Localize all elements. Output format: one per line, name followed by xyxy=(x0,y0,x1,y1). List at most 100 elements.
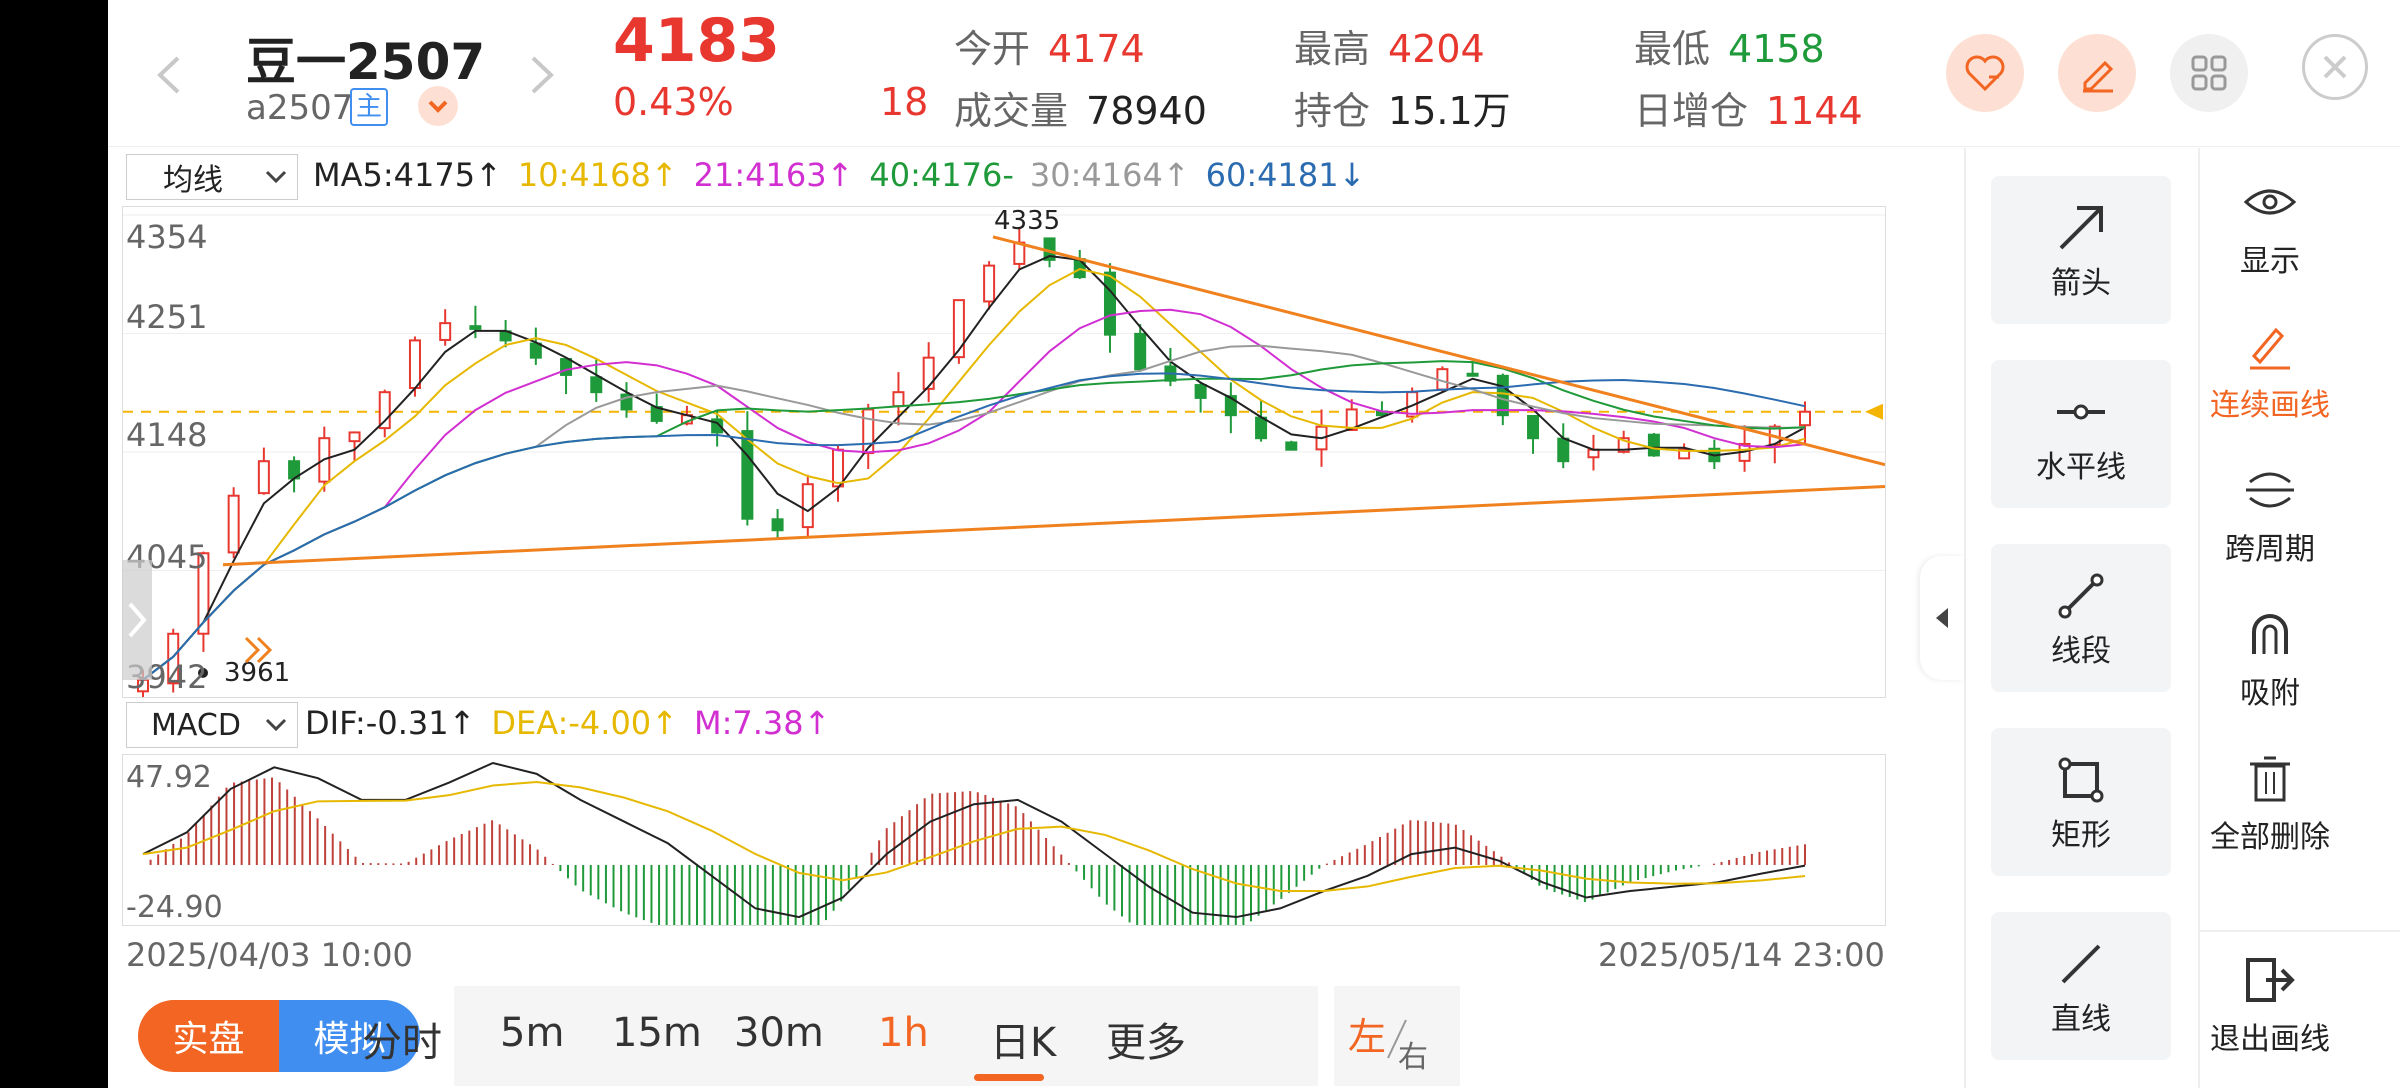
candle-body xyxy=(892,391,905,408)
snap-toggle[interactable]: 吸附 xyxy=(2180,604,2360,712)
candle-body xyxy=(1285,441,1298,451)
support-trendline xyxy=(222,485,1886,567)
sim-mode-button[interactable]: 模拟 xyxy=(279,1000,420,1072)
ma-value-0: MA5:4175↑ xyxy=(313,156,502,194)
ma-values: MA5:4175↑ 10:4168↑ 21:4163↑ 40:4176- 30:4164… xyxy=(313,156,1381,194)
candle-body xyxy=(801,483,814,529)
trough-dot xyxy=(198,667,208,678)
dea-line xyxy=(142,781,1806,892)
candle-body xyxy=(741,430,754,520)
candle-body xyxy=(1678,448,1691,460)
segment-tool[interactable]: 线段 xyxy=(1991,544,2171,692)
candlestick-chart[interactable] xyxy=(122,206,1886,703)
candle-body xyxy=(1617,437,1630,453)
delete-all-button[interactable]: 全部删除 xyxy=(2180,748,2360,856)
chevron-down-icon xyxy=(265,718,287,732)
symbol-title: 豆一2507 xyxy=(246,33,486,91)
collapse-panel-button[interactable] xyxy=(1920,556,1964,680)
candle-body xyxy=(1527,414,1540,440)
timeframe-3[interactable]: 30m xyxy=(734,1010,824,1056)
timeframe-0[interactable]: 分时 xyxy=(362,1020,442,1066)
side-menu-divider xyxy=(2198,148,2200,1088)
timeframe-4[interactable]: 1h xyxy=(878,1010,929,1056)
next-symbol-button[interactable] xyxy=(523,50,563,100)
timeframe-1[interactable]: 5m xyxy=(500,1010,565,1056)
volume-stat: 成交量 78940 xyxy=(954,89,1207,133)
symbol-code: a2507 xyxy=(246,88,354,128)
candle-body xyxy=(197,552,210,635)
close-icon xyxy=(2323,55,2347,79)
drawing-panel-divider xyxy=(1964,148,1966,1088)
side-menu-label: 跨周期 xyxy=(2225,532,2315,567)
candle-body xyxy=(1224,395,1237,417)
magnet-icon xyxy=(2252,614,2288,654)
symbol-dropdown-button[interactable] xyxy=(418,86,458,126)
chevron-left-icon xyxy=(157,56,180,94)
axis-left-label: 左 xyxy=(1348,1015,1387,1059)
horizontal-line-tool[interactable]: 水平线 xyxy=(1991,360,2171,508)
main-contract-badge: 主 xyxy=(350,88,389,126)
pen-line-icon xyxy=(2250,327,2290,370)
favorite-button[interactable] xyxy=(1946,34,2024,112)
candle-body xyxy=(1557,437,1570,463)
timeframe-2[interactable]: 15m xyxy=(612,1010,702,1056)
close-button[interactable] xyxy=(2302,34,2368,100)
dif-line xyxy=(142,761,1806,919)
trough-label: 3961 xyxy=(224,658,291,688)
axis-right-label: 右 xyxy=(1398,1040,1428,1075)
oi-change-stat: 日增仓 1144 xyxy=(1634,89,1863,133)
chevron-right-icon xyxy=(128,602,147,638)
candle-body xyxy=(469,325,482,330)
candle-body xyxy=(167,632,180,685)
rectangle-tool[interactable]: 矩形 xyxy=(1991,728,2171,876)
cross-period-toggle[interactable]: 跨周期 xyxy=(2180,460,2360,568)
tool-label: 水平线 xyxy=(2036,450,2126,485)
macd-chart[interactable] xyxy=(122,754,1886,973)
side-menu-label: 全部删除 xyxy=(2210,820,2330,855)
exit-drawing-button[interactable]: 退出画线 xyxy=(2180,950,2360,1058)
rectangle-icon xyxy=(2058,757,2104,803)
line-tool[interactable]: 直线 xyxy=(1991,912,2171,1060)
expand-left-handle[interactable] xyxy=(122,560,152,680)
draw-button[interactable] xyxy=(2058,34,2136,112)
start-date: 2025/04/03 10:00 xyxy=(126,936,413,974)
candle-body xyxy=(1134,332,1147,371)
exit-icon xyxy=(2246,958,2295,1002)
price-chart-svg xyxy=(123,214,1886,703)
macd-dif: DIF:-0.31↑ xyxy=(305,704,476,742)
display-toggle[interactable]: 显示 xyxy=(2180,172,2360,280)
tool-label: 矩形 xyxy=(2051,818,2111,853)
candle-body xyxy=(590,376,603,394)
real-mode-button[interactable]: 实盘 xyxy=(138,1000,279,1072)
macd-selector[interactable]: MACD xyxy=(126,702,298,748)
ma-selector[interactable]: 均线 xyxy=(126,154,298,200)
timeframe-5[interactable]: 日K xyxy=(990,1020,1057,1066)
last-price-marker xyxy=(1865,403,1883,420)
axis-side-toggle[interactable]: 左 右 xyxy=(1334,986,1460,1086)
continuous-draw-toggle[interactable]: 连续画线 xyxy=(2180,316,2360,424)
prev-symbol-button[interactable] xyxy=(148,50,188,100)
macd-m: M:7.38↑ xyxy=(693,704,831,742)
candle-body xyxy=(227,494,240,554)
candle-body xyxy=(1496,374,1509,417)
heart-list-icon xyxy=(1965,55,2005,92)
low-stat: 最低 4158 xyxy=(1634,27,1825,71)
line-icon xyxy=(2061,944,2101,984)
grid-icon xyxy=(2191,55,2227,91)
resistance-trendline xyxy=(992,235,1886,467)
chevron-down-icon xyxy=(428,100,448,113)
open-stat: 今开 4174 xyxy=(954,27,1145,71)
candle-body xyxy=(257,460,270,495)
macd-selector-label: MACD xyxy=(151,707,241,743)
arrow-tool[interactable]: 箭头 xyxy=(1991,176,2171,324)
timeframe-6[interactable]: 更多 xyxy=(1106,1020,1186,1066)
ma-value-3: 40:4176- xyxy=(869,156,1014,194)
scroll-latest-icon[interactable] xyxy=(236,630,286,670)
ma-line-5 xyxy=(142,372,1806,681)
grid-menu-button[interactable] xyxy=(2170,34,2248,112)
candle-body xyxy=(620,393,633,411)
horizontal-line-icon xyxy=(2057,404,2105,420)
change-value: 18 xyxy=(880,80,929,124)
ma-value-4: 30:4164↑ xyxy=(1029,156,1190,194)
ma-line-2 xyxy=(142,308,1806,681)
